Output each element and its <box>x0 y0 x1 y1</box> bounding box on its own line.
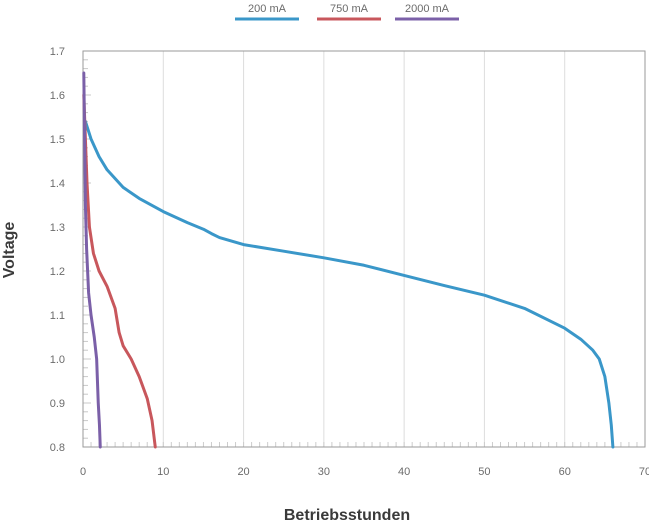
y-tick-label: 1.4 <box>50 178 65 190</box>
plot-frame <box>82 50 646 448</box>
tick-labels: 0 10 20 30 40 50 60 70 0.8 0.9 1.0 1.1 1.2 1.3 1.4 1.5 1… <box>50 46 649 478</box>
grid <box>162 51 566 447</box>
series-line-750-ma <box>82 93 157 449</box>
y-tick-label: 1.0 <box>50 354 65 366</box>
x-tick-label: 20 <box>237 466 249 478</box>
y-tick-label: 1.5 <box>50 134 65 146</box>
legend: 200 mA 750 mA 2000 mA <box>235 3 459 21</box>
x-tick-label: 50 <box>478 466 490 478</box>
plot-area-border <box>82 50 646 448</box>
x-tick-label: 70 <box>639 466 649 478</box>
y-axis-minor-ticks <box>83 59 638 447</box>
x-tick-label: 40 <box>398 466 410 478</box>
x-tick-label: 0 <box>80 466 86 478</box>
x-tick-label: 30 <box>318 466 330 478</box>
y-tick-label: 1.6 <box>50 90 65 102</box>
series-line-2000-ma <box>82 71 102 449</box>
legend-label: 200 mA <box>248 3 287 15</box>
y-tick-label: 0.8 <box>50 442 65 454</box>
legend-label: 2000 mA <box>405 3 450 15</box>
y-tick-label: 0.9 <box>50 398 65 410</box>
y-tick-label: 1.2 <box>50 266 65 278</box>
y-tick-label: 1.1 <box>50 310 65 322</box>
x-tick-label: 10 <box>157 466 169 478</box>
x-axis-title: Betriebsstunden <box>284 507 410 521</box>
y-axis-title: Voltage <box>1 222 18 279</box>
legend-label: 750 mA <box>330 3 369 15</box>
x-tick-label: 60 <box>559 466 571 478</box>
y-tick-label: 1.3 <box>50 222 65 234</box>
series-line-200-ma <box>83 119 615 449</box>
y-tick-label: 1.7 <box>50 46 65 58</box>
series-lines <box>82 71 615 449</box>
